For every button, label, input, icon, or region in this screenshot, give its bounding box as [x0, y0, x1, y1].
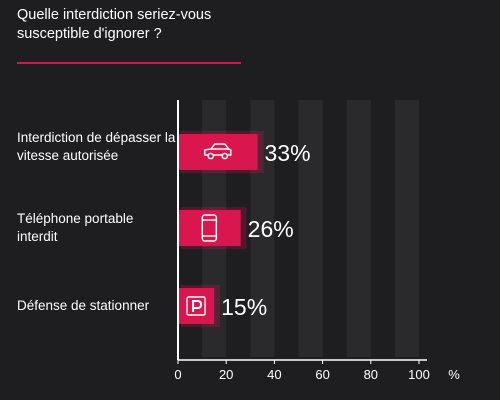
bar — [178, 134, 258, 170]
title-underline — [17, 62, 241, 64]
bar — [178, 210, 241, 246]
bar — [178, 288, 215, 324]
category-label-speed: Interdiction de dépasser la vitesse auto… — [17, 130, 176, 163]
grid-band — [298, 100, 323, 357]
grid-band — [394, 100, 419, 357]
x-tick-label: 80 — [364, 367, 378, 382]
parking-icon — [186, 296, 206, 316]
car-icon — [204, 143, 232, 160]
category-label-parking: Défense de stationner — [17, 298, 150, 313]
phone-icon — [201, 214, 218, 242]
x-tick-label: 40 — [267, 367, 281, 382]
value-label: 15% — [221, 294, 267, 320]
grid-band — [346, 100, 371, 357]
x-tick-label: 20 — [219, 367, 233, 382]
x-tick-label: 100 — [408, 367, 430, 382]
category-label-phone: Téléphone portable interdit — [17, 211, 134, 244]
value-label: 33% — [265, 140, 311, 166]
chart-title: Quelle interdiction seriez-vous suscepti… — [17, 7, 212, 42]
value-label: 26% — [248, 216, 294, 242]
x-tick-label: 60 — [315, 367, 329, 382]
x-tick-label: 0 — [174, 367, 181, 382]
x-unit-label: % — [448, 367, 460, 382]
